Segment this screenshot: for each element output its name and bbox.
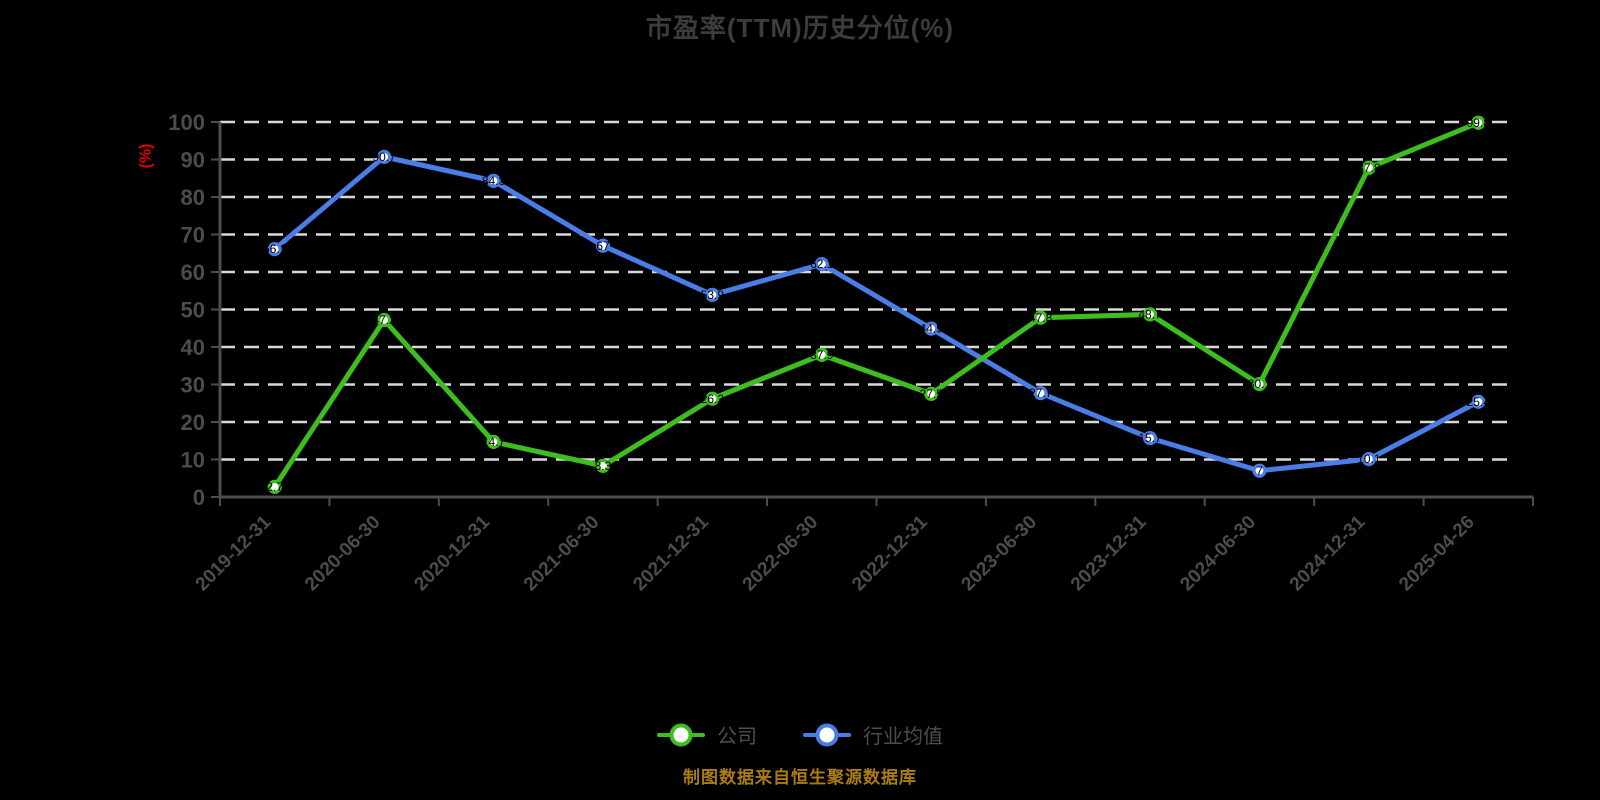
company-point-value-label: 8.3 bbox=[595, 459, 612, 473]
industry-point-value-label: 53.9 bbox=[701, 288, 725, 302]
industry-data-point bbox=[486, 173, 501, 188]
industry-point-value-label: 7 bbox=[1256, 464, 1263, 478]
x-tick-label: 2020-12-31 bbox=[410, 511, 494, 595]
x-tick-label: 2023-06-30 bbox=[958, 512, 1042, 596]
y-tick-label: 40 bbox=[181, 335, 205, 360]
industry-data-point bbox=[1361, 452, 1376, 467]
chart-title: 市盈率(TTM)历史分位(%) bbox=[645, 13, 955, 43]
x-tick-label: 2023-12-31 bbox=[1067, 511, 1151, 595]
company-point-value-label: 26.2 bbox=[701, 392, 725, 406]
industry-point-value-label: 15.7 bbox=[1138, 431, 1162, 445]
x-tick-label: 2019-12-31 bbox=[192, 511, 276, 595]
company-data-point bbox=[486, 434, 501, 449]
y-tick-label: 60 bbox=[181, 260, 205, 285]
company-data-point bbox=[267, 479, 282, 494]
y-tick-label: 20 bbox=[181, 410, 205, 435]
company-point-value-label: 14.7 bbox=[482, 435, 506, 449]
company-data-point bbox=[1252, 377, 1267, 392]
industry-point-value-label: 66.1 bbox=[263, 242, 287, 256]
industry-data-point bbox=[595, 238, 611, 253]
industry-legend-circle bbox=[815, 723, 839, 746]
x-tick-label: 2025-04-26 bbox=[1395, 512, 1479, 596]
industry-point-value-label: 62.1 bbox=[810, 257, 834, 271]
company-point-value-label: 47.8 bbox=[1029, 311, 1053, 325]
y-tick-label: 0 bbox=[193, 485, 205, 510]
company-legend-circle bbox=[669, 723, 693, 746]
company-point-value-label: 2.7 bbox=[266, 480, 283, 494]
industry-data-point bbox=[705, 287, 720, 302]
x-tick-label: 2024-06-30 bbox=[1176, 512, 1260, 596]
industry-point-value-label: 25.4 bbox=[1467, 395, 1491, 409]
company-data-point bbox=[1471, 115, 1486, 130]
company-data-point bbox=[705, 391, 720, 406]
y-tick-label: 70 bbox=[181, 223, 205, 248]
company-data-point bbox=[595, 458, 611, 473]
y-tick-label: 30 bbox=[181, 373, 205, 398]
x-tick-label: 2021-12-31 bbox=[629, 511, 713, 595]
company-data-point bbox=[924, 386, 939, 401]
industry-line-marker-icon bbox=[803, 723, 851, 747]
industry-point-value-label: 44.9 bbox=[920, 322, 944, 336]
company-point-value-label: 87.8 bbox=[1357, 161, 1381, 175]
industry-data-point bbox=[1142, 431, 1158, 446]
company-line-marker-icon bbox=[657, 723, 705, 747]
company-point-value-label: 37.9 bbox=[810, 348, 834, 362]
x-tick-label: 2024-12-31 bbox=[1286, 511, 1370, 595]
legend-item-company[interactable]: 公司 bbox=[657, 720, 757, 749]
company-series-line bbox=[272, 120, 1481, 490]
company-point-value-label: 99.8 bbox=[1467, 116, 1491, 130]
y-tick-label: 10 bbox=[181, 448, 205, 473]
company-data-point bbox=[1142, 307, 1158, 322]
legend-label-industry: 行业均值 bbox=[863, 726, 943, 748]
company-data-point bbox=[377, 312, 392, 328]
y-tick-label: 90 bbox=[181, 148, 205, 173]
industry-data-point bbox=[924, 321, 939, 336]
industry-point-value-label: 10.1 bbox=[1357, 452, 1381, 466]
legend-label-company: 公司 bbox=[717, 726, 757, 748]
industry-point-value-label: 27.7 bbox=[1029, 386, 1053, 400]
x-tick-label: 2021-06-30 bbox=[520, 512, 604, 596]
industry-point-value-label: 67 bbox=[596, 239, 610, 253]
y-tick-label: 50 bbox=[181, 298, 205, 323]
company-point-value-label: 47.2 bbox=[372, 313, 396, 327]
industry-data-point bbox=[267, 242, 282, 257]
x-tick-label: 2022-12-31 bbox=[848, 511, 932, 595]
legend-item-industry[interactable]: 行业均值 bbox=[803, 720, 943, 749]
industry-data-point bbox=[814, 257, 829, 272]
legend: 公司 行业均值 bbox=[0, 720, 1600, 749]
industry-point-value-label: 90.7 bbox=[372, 150, 396, 164]
company-data-point bbox=[1033, 310, 1048, 325]
company-data-point bbox=[814, 347, 829, 362]
company-data-point bbox=[1361, 160, 1376, 175]
x-tick-label: 2020-06-30 bbox=[301, 512, 385, 596]
y-tick-label: 100 bbox=[168, 110, 205, 135]
x-tick-label: 2022-06-30 bbox=[739, 512, 823, 596]
company-point-value-label: 48.7 bbox=[1138, 307, 1162, 321]
industry-series-line bbox=[272, 154, 1481, 474]
y-tick-label: 80 bbox=[181, 185, 205, 210]
industry-data-point bbox=[1252, 463, 1267, 478]
company-point-value-label: 30.1 bbox=[1248, 377, 1272, 391]
industry-data-point bbox=[1471, 394, 1486, 409]
company-point-value-label: 27.5 bbox=[920, 387, 944, 401]
industry-data-point bbox=[377, 149, 392, 164]
data-source-note: 制图数据来自恒生聚源数据库 bbox=[683, 768, 917, 787]
industry-data-point bbox=[1033, 386, 1048, 401]
industry-point-value-label: 84.3 bbox=[482, 174, 506, 188]
